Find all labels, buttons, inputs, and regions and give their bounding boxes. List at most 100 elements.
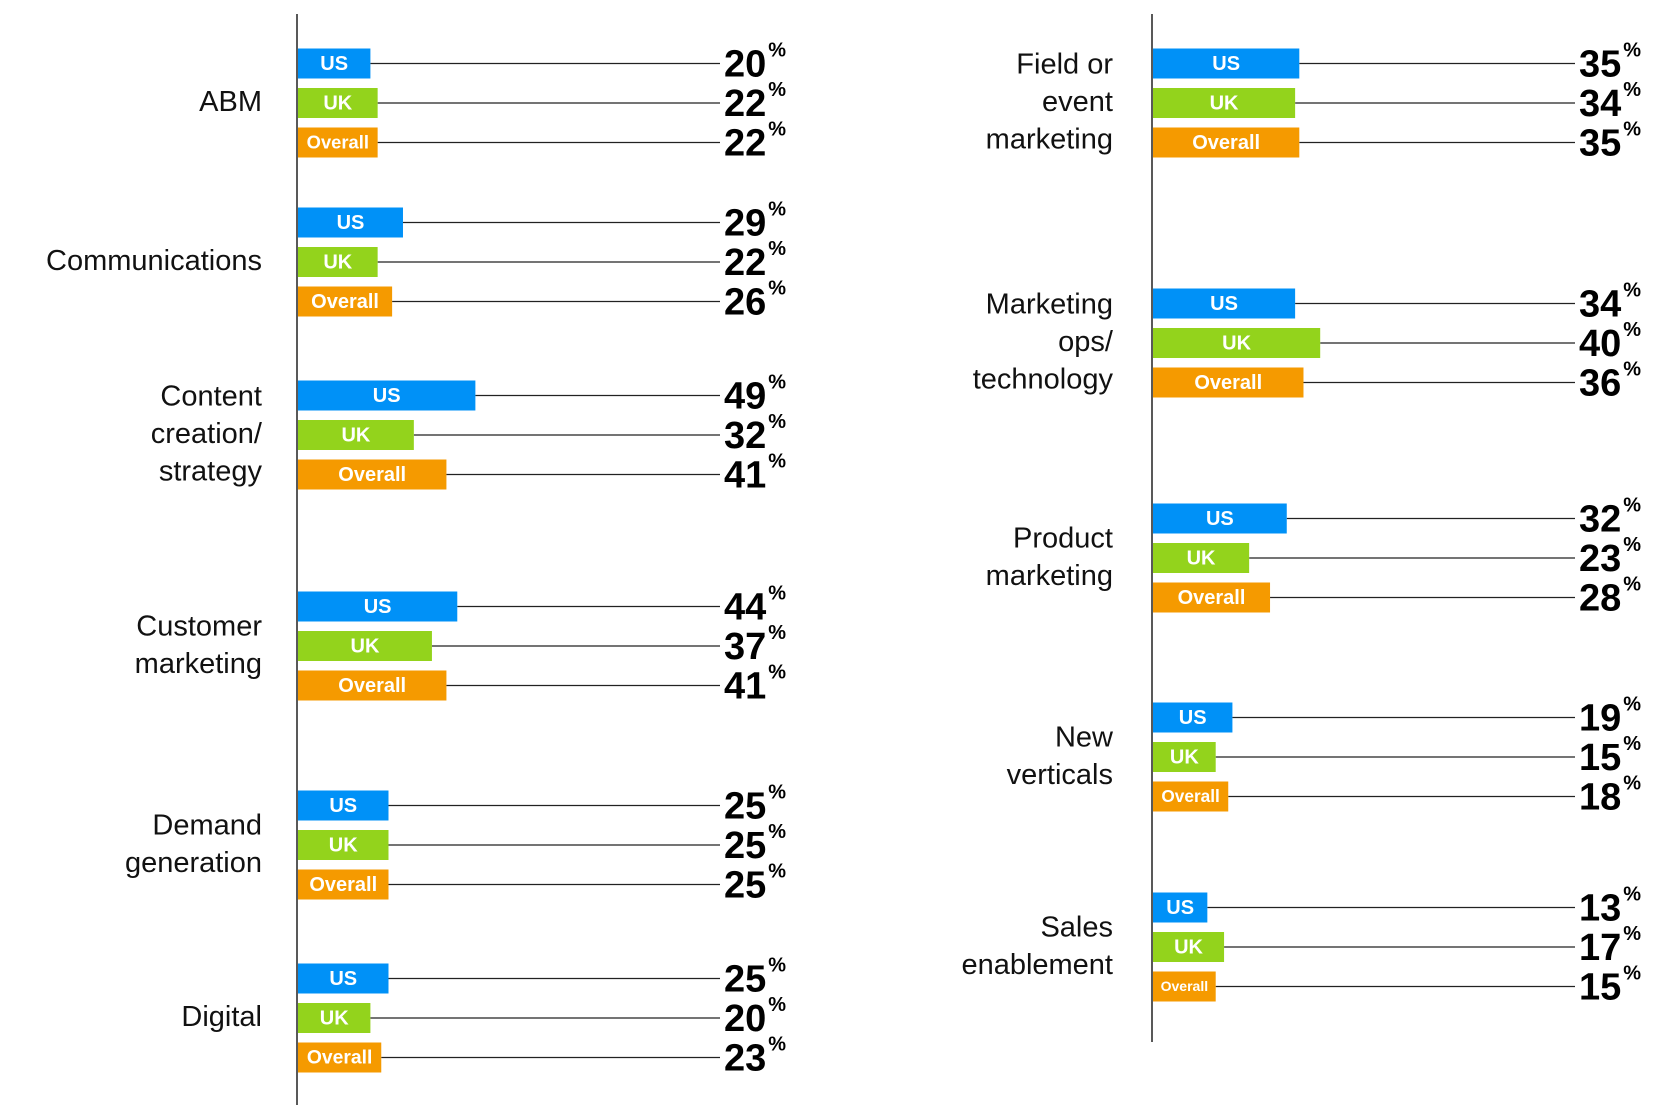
category-label-line: Customer xyxy=(136,610,262,642)
category-label: Field or event marketing xyxy=(986,48,1114,155)
bar-series-label: US xyxy=(337,212,365,234)
bar-overall xyxy=(298,869,389,900)
data-label-suffix: % xyxy=(1623,884,1641,906)
category-label: Marketing ops/technology xyxy=(973,288,1114,395)
bar-overall xyxy=(298,1042,382,1073)
data-label-suffix: % xyxy=(768,40,786,62)
category-label-line: Content xyxy=(160,380,262,412)
bar-overall xyxy=(1153,127,1300,158)
data-label-suffix: % xyxy=(768,662,786,684)
data-label-suffix: % xyxy=(1623,280,1641,302)
bar-series-label: UK xyxy=(329,834,358,856)
bar-series-label: Overall xyxy=(307,1048,372,1069)
data-label-suffix: % xyxy=(768,119,786,141)
bar-us xyxy=(298,48,371,79)
bar-series-label: US xyxy=(1212,53,1240,75)
bar-us xyxy=(298,591,458,622)
data-label-suffix: % xyxy=(768,782,786,804)
data-label-suffix: % xyxy=(768,994,786,1016)
data-label-suffix: % xyxy=(1623,694,1641,716)
bar-overall xyxy=(1153,971,1216,1002)
bar-series-label: Overall xyxy=(1178,587,1246,609)
data-label: 15% xyxy=(1579,963,1641,1009)
bar-uk xyxy=(298,420,414,450)
bar-series-label: US xyxy=(364,596,392,618)
data-label-suffix: % xyxy=(768,861,786,883)
bar-us xyxy=(298,963,389,994)
bar-uk xyxy=(298,88,378,118)
category-label: Product marketing xyxy=(986,522,1113,592)
bar-overall xyxy=(298,670,447,701)
bar-series-label: Overall xyxy=(1192,132,1260,154)
data-label-suffix: % xyxy=(1623,733,1641,755)
data-label: 25% xyxy=(724,861,786,907)
bar-overall xyxy=(1153,781,1229,812)
bar-series-label: UK xyxy=(1187,547,1216,569)
bar-series-label: Overall xyxy=(338,675,406,697)
category-label: New verticals xyxy=(1007,721,1114,791)
data-label-suffix: % xyxy=(768,622,786,644)
category-label: Communications xyxy=(46,245,262,277)
bar-series-label: US xyxy=(329,795,357,817)
data-label-suffix: % xyxy=(1623,773,1641,795)
category-label-line: ops/ xyxy=(1058,326,1114,358)
data-label: 41% xyxy=(724,451,786,497)
category-label-line: strategy xyxy=(159,455,263,487)
data-label-suffix: % xyxy=(1623,534,1641,556)
category-label: Demand generation xyxy=(125,809,262,879)
bar-series-label: Overall xyxy=(1161,978,1209,994)
category-label-line: Digital xyxy=(181,1001,262,1033)
bar-us xyxy=(1153,288,1296,319)
category-label-line: Communications xyxy=(46,245,262,277)
bar-overall xyxy=(298,286,393,317)
bar-series-label: UK xyxy=(323,251,352,273)
category-label-line: marketing xyxy=(986,559,1113,591)
data-label-suffix: % xyxy=(1623,40,1641,62)
data-label-suffix: % xyxy=(768,1034,786,1056)
data-label: 18% xyxy=(1579,773,1641,819)
bar-series-label: UK xyxy=(1210,92,1239,114)
bar-series-label: UK xyxy=(1222,332,1251,354)
bar-us xyxy=(1153,503,1287,534)
category-label-line: event xyxy=(1042,86,1113,118)
bar-uk xyxy=(298,247,378,277)
bar-uk xyxy=(1153,328,1321,358)
category-label: Content creation/strategy xyxy=(151,380,263,487)
bar-series-label: UK xyxy=(341,424,370,446)
bar-series-label: UK xyxy=(1174,936,1203,958)
bar-series-label: UK xyxy=(323,92,352,114)
data-label: 36% xyxy=(1579,359,1641,405)
bar-uk xyxy=(1153,932,1225,962)
bar-uk xyxy=(1153,88,1296,118)
data-label-suffix: % xyxy=(1623,119,1641,141)
category-label-line: enablement xyxy=(961,948,1113,980)
bar-series-label: US xyxy=(1210,293,1238,315)
bar-us xyxy=(1153,892,1208,923)
data-label-suffix: % xyxy=(1623,495,1641,517)
bar-uk xyxy=(298,1003,371,1033)
category-label-line: marketing xyxy=(135,647,262,679)
bar-uk xyxy=(1153,742,1216,772)
bar-series-label: US xyxy=(1206,508,1234,530)
data-label: 41% xyxy=(724,662,786,708)
data-label: 35% xyxy=(1579,119,1641,165)
data-label: 22% xyxy=(724,119,786,165)
bar-series-label: US xyxy=(329,968,357,990)
bar-series-label: US xyxy=(1179,707,1207,729)
category-label-line: New xyxy=(1055,721,1114,753)
category-label-line: technology xyxy=(973,363,1114,395)
data-label-suffix: % xyxy=(768,583,786,605)
data-label: 26% xyxy=(724,278,786,324)
data-label: 23% xyxy=(724,1034,786,1080)
bar-overall xyxy=(298,459,447,490)
data-label-suffix: % xyxy=(1623,574,1641,596)
bar-overall xyxy=(1153,367,1304,398)
